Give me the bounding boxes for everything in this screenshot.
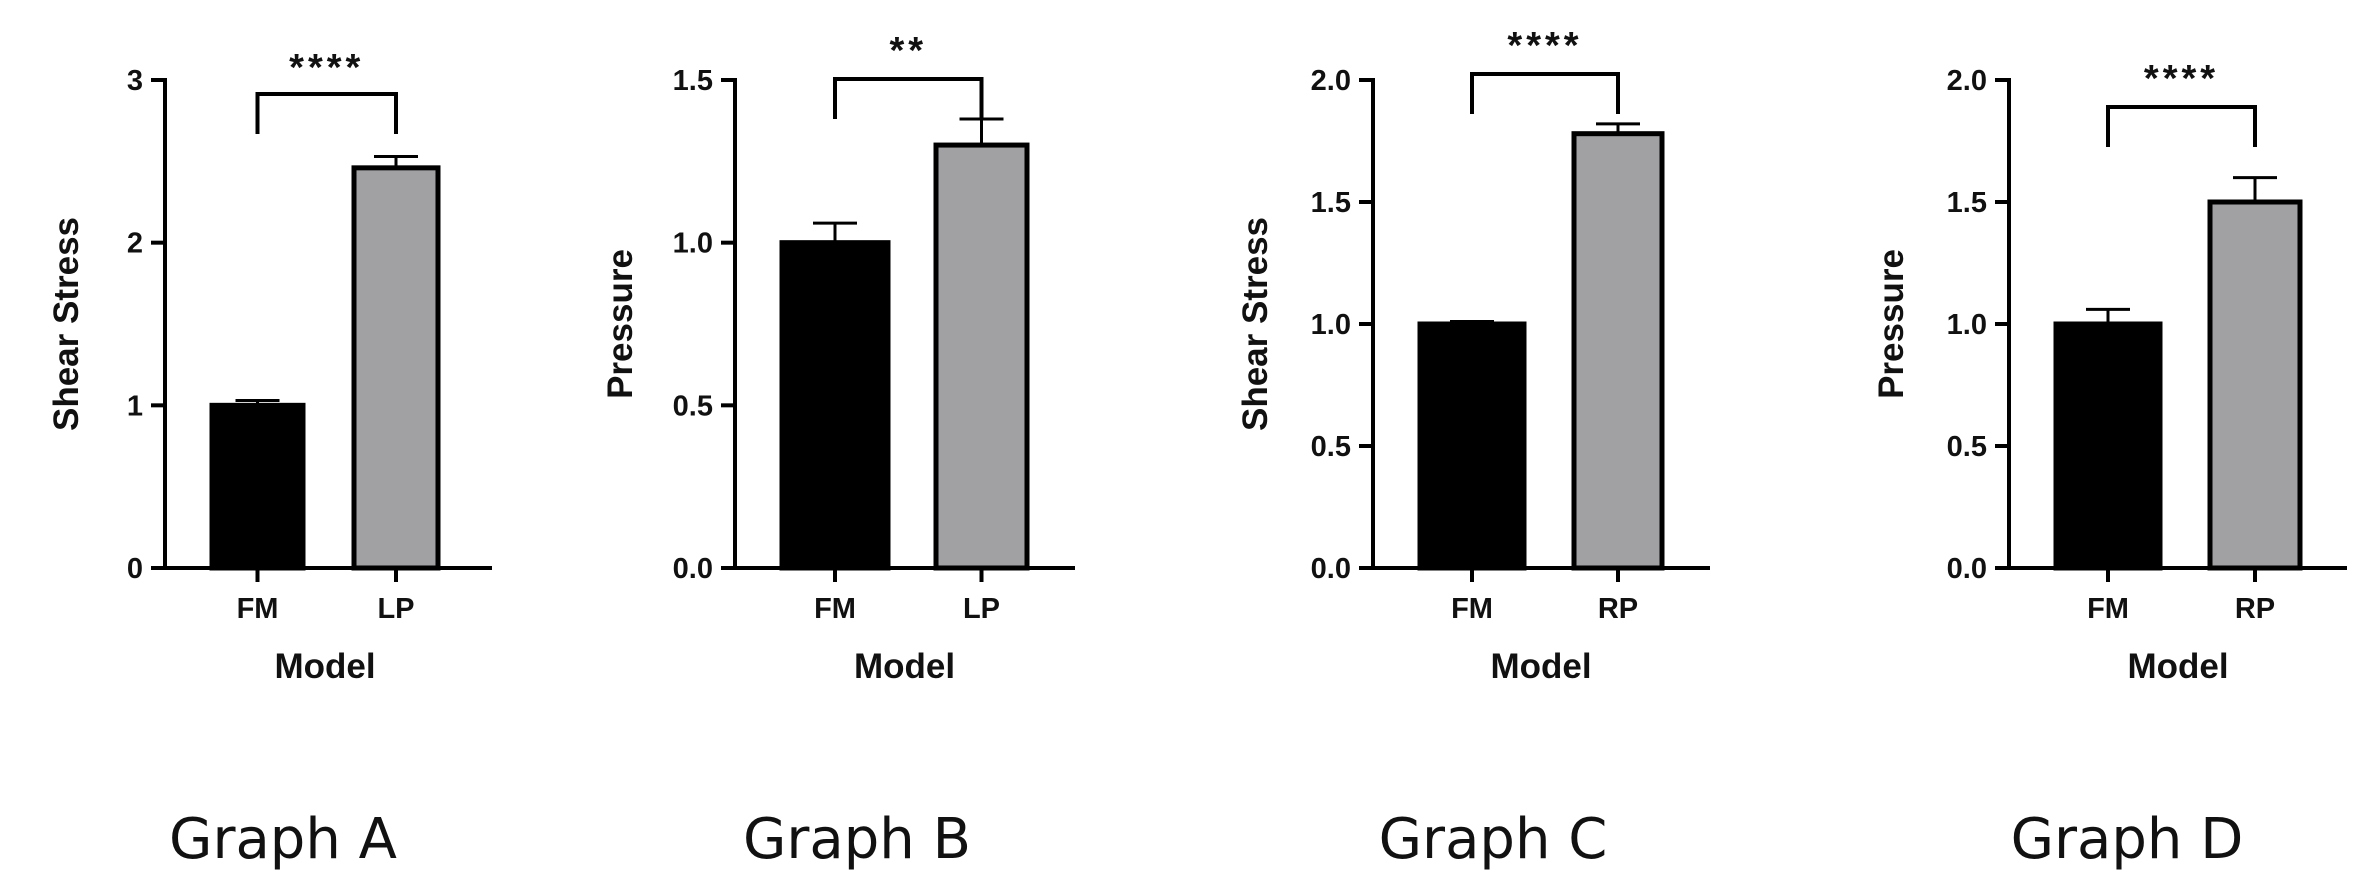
x-axis-title: Model	[1490, 647, 1591, 686]
y-axis-title: Pressure	[601, 249, 640, 399]
x-axis-title: Model	[274, 647, 375, 686]
significance-bracket	[1470, 72, 1620, 114]
x-tick-label: LP	[377, 593, 414, 625]
x-tick-label: RP	[1598, 593, 1638, 625]
x-tick-label: LP	[963, 593, 1000, 625]
y-tick-label: 3	[127, 65, 143, 97]
y-axis-title: Shear Stress	[1236, 217, 1275, 431]
bar-fm	[2053, 321, 2163, 571]
y-tick-label: 1.5	[1311, 187, 1351, 219]
y-axis-title: Shear Stress	[47, 217, 86, 431]
bar-rp	[2207, 199, 2303, 571]
y-tick-label: 0.5	[673, 390, 713, 422]
y-axis-title: Pressure	[1872, 249, 1911, 399]
y-tick-label: 0.0	[673, 553, 713, 585]
bar-rp	[1571, 131, 1665, 571]
x-tick-label: FM	[2087, 593, 2129, 625]
bar-lp	[933, 142, 1030, 571]
significance-label: **	[889, 30, 927, 72]
y-tick-label: 1.5	[1947, 187, 1987, 219]
bar-fm	[1417, 321, 1527, 571]
x-axis-title: Model	[2127, 647, 2228, 686]
y-tick-label: 1.0	[1311, 309, 1351, 341]
significance-bracket	[2106, 105, 2257, 147]
y-tick-label: 2.0	[1947, 65, 1987, 97]
panel-caption: Graph A	[169, 807, 397, 872]
x-tick-label: FM	[1451, 593, 1493, 625]
y-tick-label: 0.5	[1311, 431, 1351, 463]
x-tick-label: FM	[814, 593, 856, 625]
y-tick-label: 0.0	[1311, 553, 1351, 585]
panel-caption: Graph B	[743, 807, 971, 872]
y-tick-label: 0	[127, 553, 143, 585]
y-tick-label: 2	[127, 228, 143, 260]
significance-label: ****	[1507, 25, 1582, 67]
y-tick-label: 0.0	[1947, 553, 1987, 585]
bar-lp	[351, 165, 441, 571]
significance-label: ****	[2144, 58, 2219, 100]
bar-fm	[779, 240, 891, 571]
significance-bracket	[833, 77, 984, 119]
y-tick-label: 1.0	[1947, 309, 1987, 341]
x-axis-title: Model	[854, 647, 955, 686]
significance-label: ****	[289, 47, 364, 89]
y-tick-label: 1.5	[673, 65, 713, 97]
significance-bracket	[255, 92, 398, 134]
y-tick-label: 2.0	[1311, 65, 1351, 97]
y-tick-label: 1.0	[673, 228, 713, 260]
panel-caption: Graph C	[1379, 807, 1608, 872]
x-tick-label: FM	[237, 593, 279, 625]
bar-fm	[209, 402, 306, 571]
y-tick-label: 1	[127, 390, 143, 422]
x-tick-label: RP	[2235, 593, 2275, 625]
panel-caption: Graph D	[2011, 807, 2244, 872]
y-tick-label: 0.5	[1947, 431, 1987, 463]
